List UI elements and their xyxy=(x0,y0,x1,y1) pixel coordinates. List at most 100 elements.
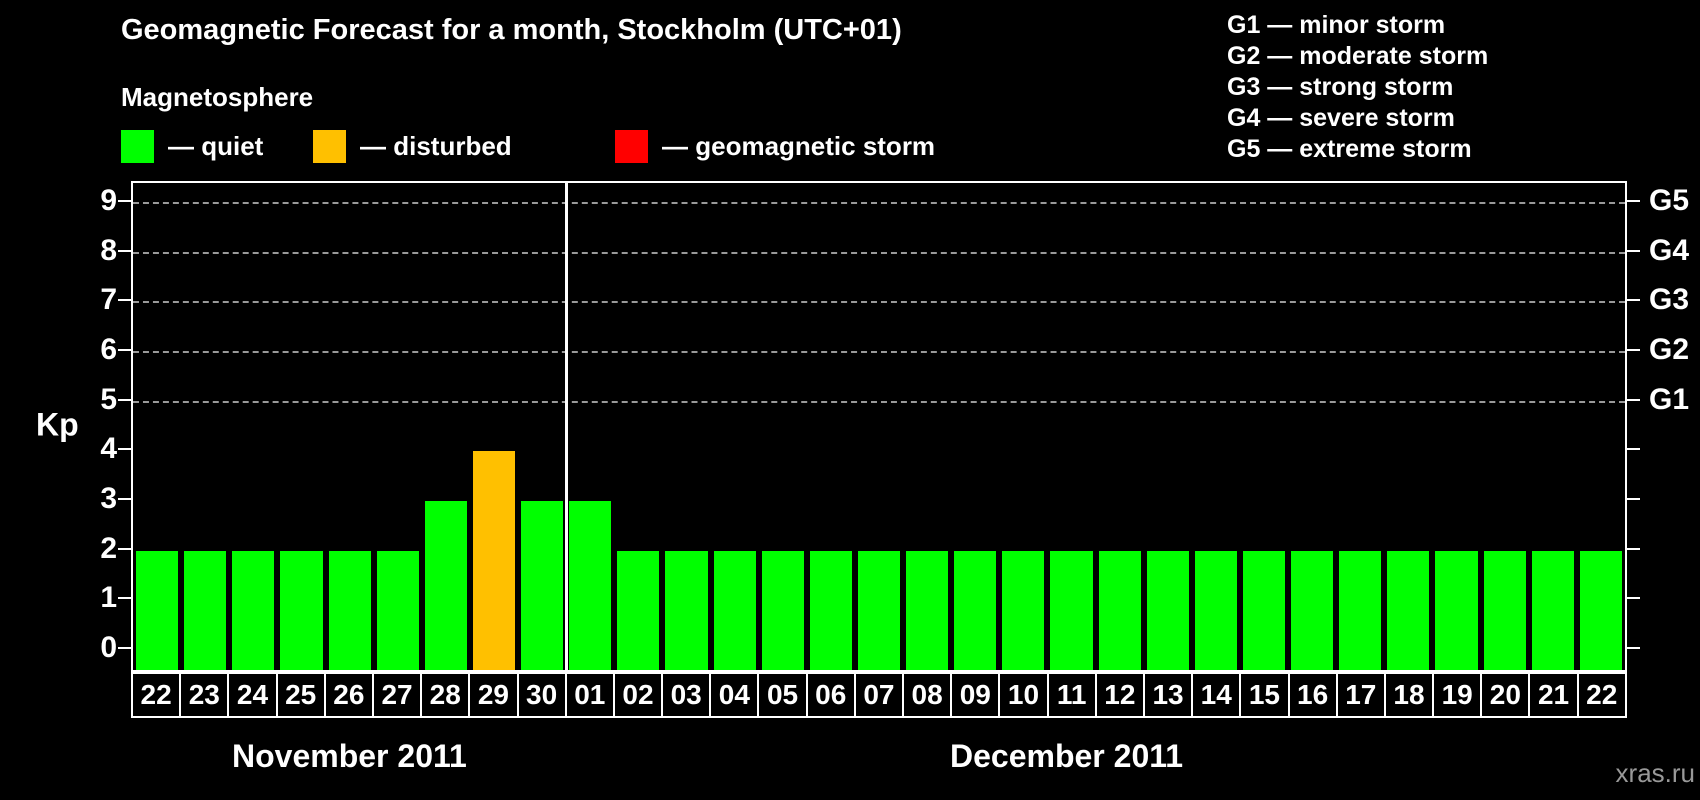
kp-bar xyxy=(617,550,660,670)
date-cell: 26 xyxy=(323,672,374,718)
y-tick-mark xyxy=(118,398,131,401)
kp-bar xyxy=(232,550,275,670)
y-tick-mark xyxy=(118,348,131,351)
plot-area xyxy=(131,181,1627,672)
y-tick-mark xyxy=(118,647,131,650)
g-axis-label-g3: G3 xyxy=(1649,283,1690,317)
date-cell: 07 xyxy=(853,672,904,718)
right-tick-mark xyxy=(1627,498,1640,501)
kp-bar xyxy=(1435,550,1478,670)
kp-bar xyxy=(954,550,997,670)
kp-bar xyxy=(184,550,227,670)
legend-item-geomagnetic-storm: — geomagnetic storm xyxy=(615,128,935,164)
right-tick-mark xyxy=(1627,199,1640,202)
date-cell: 24 xyxy=(227,672,278,718)
y-tick-label: 5 xyxy=(100,382,117,416)
date-cell: 04 xyxy=(709,672,760,718)
right-tick-mark xyxy=(1627,597,1640,600)
y-tick-mark xyxy=(118,498,131,501)
right-tick-mark xyxy=(1627,448,1640,451)
date-cell: 03 xyxy=(661,672,712,718)
date-cell: 29 xyxy=(468,672,519,718)
g-legend-line: G1 — minor storm xyxy=(1227,11,1446,39)
kp-bar xyxy=(136,550,179,670)
date-cell: 12 xyxy=(1094,672,1145,718)
date-cell: 16 xyxy=(1287,672,1338,718)
month-label: December 2011 xyxy=(950,738,1184,774)
gridline-kp-6 xyxy=(133,350,1625,353)
kp-bar xyxy=(1387,550,1430,670)
kp-bar xyxy=(376,550,419,670)
kp-bar xyxy=(665,550,708,670)
date-cell: 06 xyxy=(805,672,856,718)
kp-bar xyxy=(713,550,756,670)
y-axis-label-kp: Kp xyxy=(36,406,79,443)
right-tick-mark xyxy=(1627,249,1640,252)
g-axis-label-g5: G5 xyxy=(1649,183,1690,217)
y-tick-label: 0 xyxy=(100,631,117,665)
date-cell: 22 xyxy=(131,672,182,718)
date-cell: 01 xyxy=(564,672,615,718)
date-cell: 05 xyxy=(757,672,808,718)
date-axis: 22 23 24 25 26 27 28 29 30 01 02 03 04 05 06 07 08 09 10 11… xyxy=(131,672,1627,718)
y-tick-mark xyxy=(118,249,131,252)
kp-bar xyxy=(472,451,516,670)
date-cell: 19 xyxy=(1432,672,1483,718)
kp-bar xyxy=(1098,550,1141,670)
right-tick-mark xyxy=(1627,647,1640,650)
g-legend-line: G4 — severe storm xyxy=(1227,104,1455,132)
right-tick-mark xyxy=(1627,299,1640,302)
legend-item-quiet: — quiet xyxy=(121,128,263,164)
kp-bar xyxy=(906,550,949,670)
kp-bar xyxy=(1483,550,1526,670)
y-tick-mark xyxy=(118,299,131,302)
kp-bar xyxy=(569,501,612,670)
date-cell: 23 xyxy=(179,672,230,718)
y-tick-mark xyxy=(118,199,131,202)
gridline-kp-5 xyxy=(133,400,1625,403)
disturbed-swatch-icon xyxy=(313,129,346,163)
geomagnetic-storm-swatch-icon xyxy=(615,129,648,163)
g-scale-legend: G1 — minor storm G2 — moderate storm G3 — … xyxy=(1227,10,1488,165)
legend-item-disturbed: — disturbed xyxy=(313,128,512,164)
kp-bar xyxy=(1339,550,1382,670)
kp-bar xyxy=(1002,550,1045,670)
g-legend-line: G2 — moderate storm xyxy=(1227,42,1489,70)
date-cell: 14 xyxy=(1191,672,1242,718)
gridline-kp-8 xyxy=(133,251,1625,254)
kp-bar xyxy=(761,550,804,670)
y-tick-label: 1 xyxy=(100,581,117,615)
date-cell: 25 xyxy=(275,672,326,718)
right-tick-mark xyxy=(1627,348,1640,351)
date-cell: 21 xyxy=(1528,672,1579,718)
g-axis-label-g4: G4 xyxy=(1649,233,1690,267)
date-cell: 10 xyxy=(998,672,1049,718)
date-cell: 02 xyxy=(612,672,664,718)
date-cell: 09 xyxy=(950,672,1001,718)
month-label: November 2011 xyxy=(232,738,467,774)
right-tick-mark xyxy=(1627,547,1640,550)
kp-bar xyxy=(857,550,901,670)
watermark: xras.ru xyxy=(1615,758,1695,788)
kp-bar xyxy=(809,550,852,670)
kp-bar xyxy=(280,550,323,670)
quiet-swatch-icon xyxy=(121,129,154,163)
date-cell: 20 xyxy=(1480,672,1531,718)
magnetosphere-legend-title: Magnetosphere xyxy=(121,82,314,112)
kp-bar xyxy=(1579,550,1622,670)
kp-bar xyxy=(1146,550,1189,670)
g-axis-label-g2: G2 xyxy=(1649,332,1690,366)
date-cell: 22 xyxy=(1576,672,1627,718)
kp-bar xyxy=(1531,550,1574,670)
date-cell: 15 xyxy=(1239,672,1290,718)
y-tick-label: 7 xyxy=(100,283,117,317)
legend-item-label: — geomagnetic storm xyxy=(662,130,936,161)
y-tick-mark xyxy=(118,547,131,550)
y-tick-label: 6 xyxy=(100,332,117,366)
legend-item-label: — disturbed xyxy=(360,130,512,161)
y-tick-label: 4 xyxy=(100,432,117,466)
kp-bar xyxy=(424,501,467,670)
date-cell: 17 xyxy=(1335,672,1386,718)
date-cell: 08 xyxy=(902,672,953,718)
legend-item-label: — quiet xyxy=(168,130,264,161)
